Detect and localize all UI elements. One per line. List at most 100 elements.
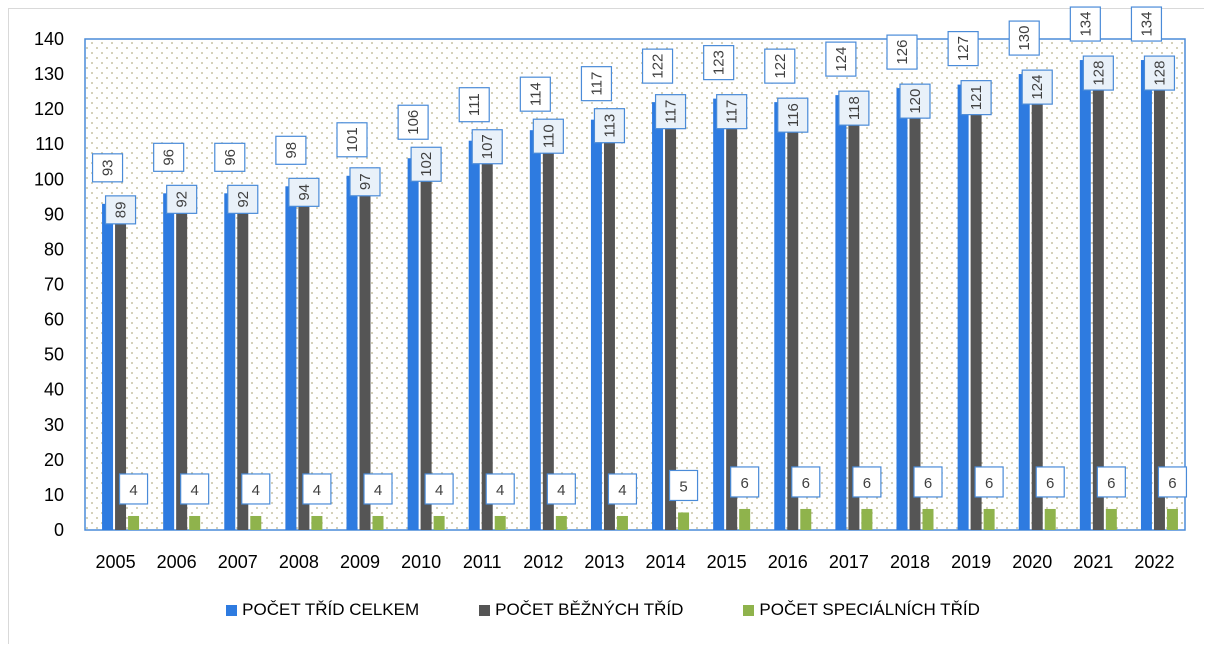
bar-total bbox=[835, 95, 847, 530]
data-label-rotated: 94 bbox=[288, 177, 320, 207]
data-label-rotated: 117 bbox=[654, 94, 687, 130]
y-tick-label: 90 bbox=[44, 204, 64, 224]
data-label-box bbox=[730, 466, 760, 498]
y-tick-label: 40 bbox=[44, 380, 64, 400]
bar-total bbox=[468, 140, 480, 530]
data-label-text: 117 bbox=[724, 100, 741, 124]
data-label-regular: 120 bbox=[899, 83, 931, 119]
x-tick-label: 2012 bbox=[523, 552, 563, 572]
bar-special bbox=[1166, 508, 1178, 530]
legend-swatch-total bbox=[226, 604, 238, 616]
data-label-text: 6 bbox=[802, 475, 810, 492]
data-label-box bbox=[519, 76, 551, 112]
data-label-rotated: 107 bbox=[471, 129, 503, 165]
data-label-box bbox=[397, 104, 429, 140]
legend-label-total: POČET TŘÍD CELKEM bbox=[242, 600, 420, 619]
y-tick-label: 0 bbox=[54, 520, 64, 540]
data-label-text: 120 bbox=[907, 89, 924, 114]
data-label-text: 96 bbox=[222, 149, 239, 166]
bar-regular bbox=[909, 109, 921, 531]
legend-label-special: POČET SPECIÁLNÍCH TŘÍD bbox=[759, 600, 980, 619]
bar-total bbox=[163, 193, 175, 531]
data-label-special: 6 bbox=[791, 466, 821, 498]
data-label-special: 6 bbox=[1096, 466, 1126, 498]
data-label-total: 122 bbox=[641, 48, 674, 84]
data-label-text: 6 bbox=[1046, 475, 1054, 492]
legend: POČET TŘÍD CELKEM POČET BĚŽNÝCH TŘÍD POČ… bbox=[0, 600, 1206, 620]
data-label-box bbox=[153, 142, 185, 172]
data-label-text: 117 bbox=[588, 72, 605, 96]
data-label-box bbox=[288, 177, 320, 207]
data-label-regular: 97 bbox=[349, 167, 381, 197]
data-label-regular: 107 bbox=[471, 129, 503, 165]
data-label-special: 4 bbox=[485, 473, 515, 505]
data-label-rotated: 113 bbox=[593, 108, 626, 144]
data-label-rotated: 121 bbox=[960, 80, 992, 116]
data-label-text: 107 bbox=[479, 134, 496, 159]
data-label-rotated: 122 bbox=[641, 48, 674, 84]
data-label-text: 6 bbox=[1107, 475, 1115, 492]
legend-item-regular: POČET BĚŽNÝCH TŘÍD bbox=[479, 600, 683, 620]
data-label-text: 4 bbox=[252, 482, 260, 499]
bar-special bbox=[494, 515, 506, 530]
data-label-rotated: 111 bbox=[458, 87, 490, 123]
data-label-rotated: 96 bbox=[214, 142, 246, 172]
data-label-text: 106 bbox=[405, 110, 422, 135]
data-label-rotated: 98 bbox=[275, 135, 307, 165]
data-label-text: 6 bbox=[740, 475, 748, 492]
data-label-box bbox=[118, 473, 149, 505]
data-label-total: 117 bbox=[580, 66, 613, 102]
legend-swatch-regular bbox=[479, 604, 491, 616]
data-label-text: 124 bbox=[1029, 75, 1046, 100]
data-label-box bbox=[974, 466, 1004, 498]
data-label-total: 126 bbox=[886, 34, 918, 70]
data-label-text: 122 bbox=[650, 54, 667, 79]
data-label-box bbox=[546, 473, 576, 505]
data-label-rotated: 117 bbox=[580, 66, 613, 102]
data-label-text: 4 bbox=[129, 482, 137, 499]
data-label-box bbox=[654, 94, 687, 130]
data-label-text: 4 bbox=[190, 482, 198, 499]
data-label-total: 127 bbox=[947, 30, 979, 67]
data-label-regular: 121 bbox=[960, 80, 992, 116]
data-label-total: 96 bbox=[153, 142, 185, 172]
data-label-total: 134 bbox=[1130, 6, 1163, 42]
data-label-special: 6 bbox=[1035, 466, 1065, 498]
data-label-text: 98 bbox=[283, 142, 300, 159]
data-label-text: 4 bbox=[557, 482, 565, 499]
data-label-rotated: 128 bbox=[1082, 55, 1114, 91]
data-label-box bbox=[886, 34, 918, 70]
data-label-box bbox=[838, 90, 870, 126]
bar-total bbox=[713, 98, 725, 530]
data-label-text: 94 bbox=[296, 184, 313, 201]
bar-special bbox=[433, 515, 445, 530]
data-label-box bbox=[1021, 69, 1053, 105]
data-label-box bbox=[947, 30, 979, 67]
data-label-rotated: 96 bbox=[153, 142, 185, 172]
bar-special bbox=[372, 515, 384, 530]
y-tick-label: 30 bbox=[44, 415, 64, 435]
bar-regular bbox=[1031, 95, 1043, 530]
data-label-text: 101 bbox=[344, 127, 361, 152]
x-tick-label: 2010 bbox=[401, 552, 441, 572]
legend-item-total: POČET TŘÍD CELKEM bbox=[226, 600, 419, 620]
data-label-rotated: 134 bbox=[1130, 6, 1163, 42]
legend-item-special: POČET SPECIÁLNÍCH TŘÍD bbox=[743, 600, 980, 620]
data-label-text: 4 bbox=[496, 482, 504, 499]
y-tick-label: 130 bbox=[34, 64, 64, 84]
data-label-box bbox=[180, 473, 210, 505]
data-label-text: 116 bbox=[785, 103, 802, 127]
data-label-text: 117 bbox=[663, 100, 680, 124]
x-tick-label: 2019 bbox=[951, 552, 991, 572]
data-label-box bbox=[1035, 466, 1065, 498]
data-label-rotated: 128 bbox=[1143, 55, 1176, 91]
data-label-special: 4 bbox=[424, 473, 454, 505]
bar-regular bbox=[848, 116, 860, 531]
data-label-rotated: 120 bbox=[899, 83, 931, 119]
data-label-box bbox=[668, 469, 699, 502]
data-label-regular: 92 bbox=[227, 184, 259, 214]
bar-regular bbox=[1153, 81, 1165, 530]
bar-regular bbox=[1092, 81, 1104, 530]
x-tick-label: 2009 bbox=[340, 552, 380, 572]
